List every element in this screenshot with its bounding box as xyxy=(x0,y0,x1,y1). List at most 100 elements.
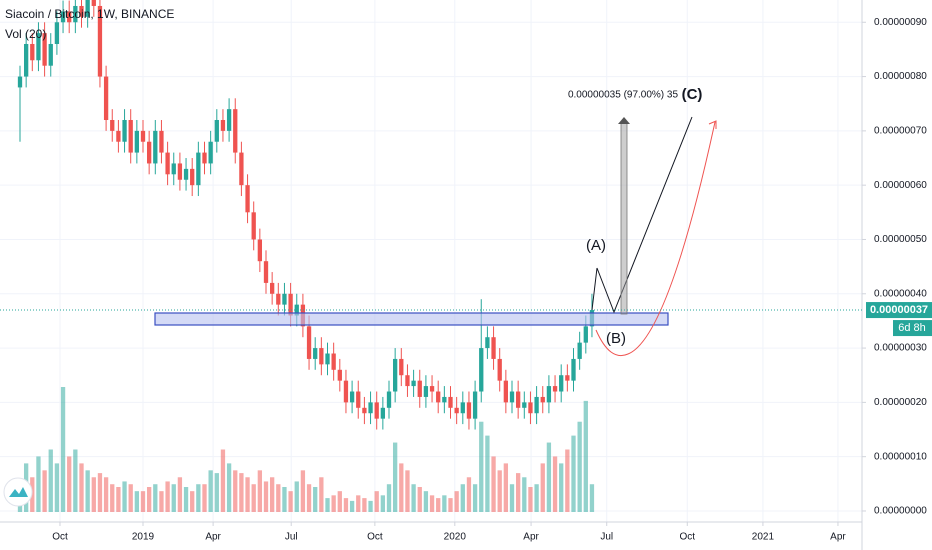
x-tick-label: Oct xyxy=(679,532,695,543)
y-tick-label: 0.00000000 xyxy=(874,506,927,517)
volume-bar xyxy=(319,477,324,512)
volume-bar xyxy=(116,487,121,512)
candle-body xyxy=(368,402,373,414)
volume-bar xyxy=(91,477,96,512)
volume-bar xyxy=(73,449,78,512)
support-zone xyxy=(154,312,669,326)
volume-bar xyxy=(226,463,232,512)
volume-bar xyxy=(97,473,103,512)
candle-body xyxy=(362,407,367,414)
candle-body xyxy=(196,152,201,186)
candle-body xyxy=(263,261,269,283)
candle-body xyxy=(159,130,164,153)
volume-bar xyxy=(368,500,373,512)
volume-bar xyxy=(177,477,183,512)
candle-body xyxy=(577,342,582,359)
candle-body xyxy=(534,396,539,414)
candle-body xyxy=(343,380,349,403)
candle-body xyxy=(165,152,170,175)
volume-bar xyxy=(85,470,90,512)
label-b: (B) xyxy=(606,330,626,347)
volume-bar xyxy=(423,491,429,512)
axes: 0.00000000 0.00000010 0.00000020 0.00000030… xyxy=(52,17,927,543)
volume-bar xyxy=(356,495,361,512)
candle-body xyxy=(491,337,496,359)
candle-body xyxy=(67,11,72,23)
candle-body xyxy=(380,407,386,419)
volume-bar xyxy=(454,491,459,512)
volume-bar xyxy=(552,456,558,512)
volume-bar xyxy=(190,491,195,512)
x-tick-label: 2020 xyxy=(444,532,467,543)
volume-bar xyxy=(540,463,545,512)
volume-bar xyxy=(103,477,109,512)
candle-body xyxy=(349,391,355,403)
y-tick-label: 0.00000070 xyxy=(874,126,927,137)
candle-body xyxy=(30,43,35,61)
volume-bar xyxy=(60,387,66,512)
label-a: (A) xyxy=(586,237,606,254)
candle-body xyxy=(171,163,176,175)
volume-bar xyxy=(110,484,115,512)
candle-body xyxy=(116,130,121,142)
volume-bar xyxy=(479,421,484,512)
candle-body xyxy=(17,76,23,88)
x-tick-label: Oct xyxy=(52,532,68,543)
candle-body xyxy=(134,130,140,153)
x-tick-label: Oct xyxy=(367,532,383,543)
candle-body xyxy=(276,293,281,305)
volume-bar xyxy=(245,477,250,512)
volume-bar xyxy=(196,484,201,512)
projection-arrow xyxy=(708,120,717,129)
volume-label: Vol (20) xyxy=(5,27,46,41)
candle-body xyxy=(325,353,330,365)
volume-bar xyxy=(67,456,72,512)
logo[interactable] xyxy=(3,477,33,507)
volume-bar xyxy=(497,470,502,512)
candle-body xyxy=(571,358,576,381)
volume-bar xyxy=(436,498,441,512)
y-tick-label: 0.00000060 xyxy=(874,180,927,191)
volume-bar xyxy=(276,484,281,512)
projection-curve xyxy=(595,121,716,356)
candle-body xyxy=(485,337,490,349)
volume-bar xyxy=(159,491,164,512)
x-tick-label: Apr xyxy=(205,532,221,543)
candle-body xyxy=(466,402,472,419)
candle-body xyxy=(423,386,429,397)
arrow-head xyxy=(618,117,630,124)
candle-body xyxy=(190,168,195,186)
candles xyxy=(17,0,595,430)
volume-bar xyxy=(214,473,219,512)
candle-body xyxy=(282,293,287,305)
volume-bar xyxy=(392,442,398,512)
candle-body xyxy=(515,391,521,408)
x-tick-label: 2021 xyxy=(752,532,775,543)
volume-bar xyxy=(405,470,410,512)
x-tick-label: Apr xyxy=(830,532,846,543)
candle-body xyxy=(331,353,336,370)
volume-bar xyxy=(362,498,367,512)
volume-bar xyxy=(269,477,275,512)
candle-body xyxy=(405,375,410,387)
volume-bar xyxy=(460,484,465,512)
volume-bar xyxy=(325,498,330,512)
countdown-label: 6d 8h xyxy=(898,322,926,334)
volume-bar xyxy=(134,491,140,512)
last-price-box xyxy=(866,302,932,319)
volume-bar xyxy=(233,470,238,512)
candle-body xyxy=(73,5,78,23)
volume-bar xyxy=(429,495,435,512)
candle-body xyxy=(546,386,552,403)
volume-bar xyxy=(583,400,588,512)
candle-body xyxy=(356,391,361,408)
volume-bar xyxy=(36,456,41,512)
candle-body xyxy=(503,380,509,403)
volume-bar xyxy=(386,484,392,512)
candle-body xyxy=(23,43,29,77)
candle-body xyxy=(436,391,441,403)
candle-body xyxy=(411,380,416,387)
y-tick-label: 0.00000010 xyxy=(874,451,927,462)
volume-bar xyxy=(442,495,447,512)
chart-title: Siacoin / Bitcoin, 1W, BINANCE xyxy=(5,7,174,21)
